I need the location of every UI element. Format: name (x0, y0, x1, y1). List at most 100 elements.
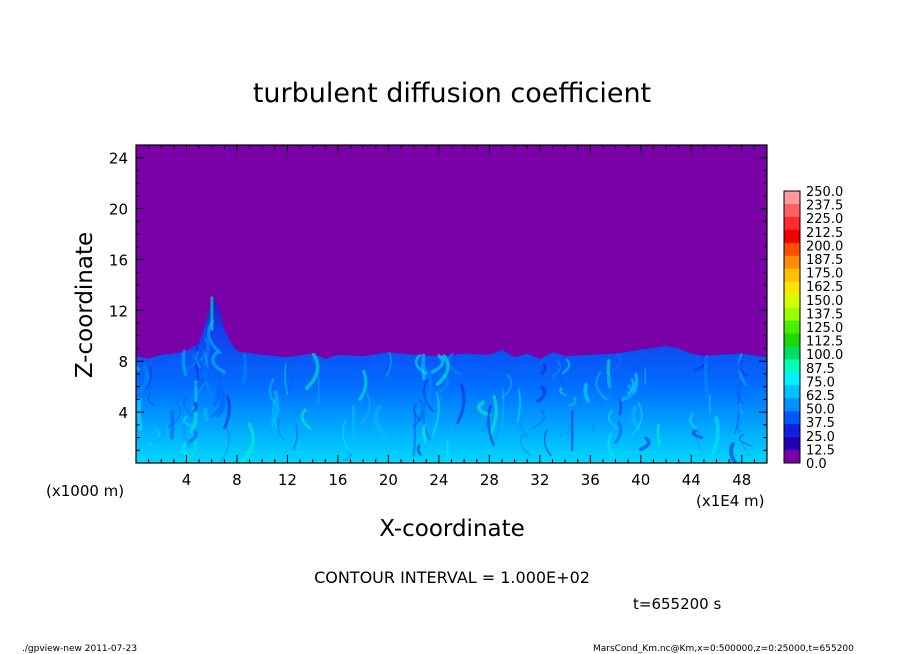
turbulent-streak (188, 427, 198, 444)
turbulent-streak (169, 410, 175, 440)
colorbar-label: 150.0 (806, 294, 843, 309)
colorbar-swatch (784, 450, 800, 464)
y-tick-label: 16 (109, 251, 128, 269)
turbulent-streak (416, 444, 422, 456)
colorbar-label: 125.0 (806, 321, 843, 336)
turbulent-streak (212, 366, 222, 408)
turbulent-streak (738, 359, 748, 377)
turbulent-streak (691, 428, 704, 440)
turbulent-streak (738, 434, 752, 447)
turbulent-streak (639, 436, 651, 451)
colorbar-swatch (784, 281, 800, 295)
turbulent-streak (689, 412, 698, 431)
colorbar-swatch (784, 268, 800, 282)
turbulent-streak (696, 430, 705, 454)
colorbar-label: 100.0 (806, 348, 843, 363)
turbulent-streak (422, 424, 427, 443)
turbulent-streak (146, 427, 160, 447)
turbulent-streak (183, 415, 194, 428)
turbulent-streak (633, 373, 639, 394)
turbulent-streak (519, 413, 530, 440)
turbulent-streak (734, 392, 740, 434)
colorbar-label: 50.0 (806, 403, 835, 418)
turbulent-streak (729, 442, 738, 463)
turbulent-streak (210, 392, 223, 419)
x-units-right: (x1E4 m) (696, 492, 765, 510)
turbulent-streak (737, 382, 745, 405)
turbulent-streak (284, 363, 289, 396)
colorbar-label: 62.5 (806, 389, 835, 404)
y-tick-label: 8 (118, 353, 128, 371)
x-tick-label: 28 (480, 471, 499, 489)
colorbar-swatch (784, 203, 800, 218)
turbulent-streak (385, 352, 392, 377)
turbulent-streak (211, 350, 226, 374)
colorbar-swatch (784, 320, 800, 334)
turbulent-streak (424, 371, 432, 415)
colorbar-label: 75.0 (806, 375, 835, 390)
turbulent-streak (488, 395, 498, 436)
turbulent-streak (519, 431, 531, 456)
footer-right: MarsCond_Km.nc@Km,x=0:500000,z=0:25000,t… (593, 644, 854, 654)
turbulent-streak (239, 422, 255, 463)
turbulent-streak (414, 354, 428, 375)
colorbar-swatch (784, 372, 800, 386)
turbulent-streak (195, 351, 201, 368)
y-tick-label: 4 (118, 404, 128, 422)
y-axis: 4 8 12 16 20 24 (109, 150, 767, 451)
turbulent-streak (627, 378, 635, 395)
colorbar-swatch (784, 229, 800, 244)
turbulent-streak (703, 355, 710, 398)
x-tick-label: 12 (278, 471, 297, 489)
turbulent-streak (607, 433, 615, 458)
turbulent-streak (145, 365, 152, 390)
turbulent-streak (515, 388, 521, 426)
colorbar-label: 25.0 (806, 430, 835, 445)
colorbar-label: 87.5 (806, 362, 835, 377)
turbulent-streak (277, 418, 285, 441)
colorbar-label: 0.0 (806, 457, 827, 472)
turbulent-streak (435, 354, 450, 386)
y-tick-label: 12 (109, 302, 128, 320)
colorbar-swatch (784, 242, 800, 257)
colorbar-swatch (784, 411, 800, 425)
colorbar-label: 250.0 (806, 185, 843, 200)
turbulent-streak (222, 394, 232, 429)
turbulent-streak (181, 349, 188, 377)
turbulent-streak (477, 400, 492, 418)
x-tick-label: 20 (379, 471, 398, 489)
turbulent-streak (608, 410, 619, 430)
y-axis-label: Z-coordinate (72, 232, 98, 378)
turbulent-streak (583, 382, 591, 403)
x-tick-label: 32 (530, 471, 549, 489)
turbulent-streak (192, 401, 198, 413)
x-axis: 4 8 12 16 20 24 28 32 36 40 44 48 (148, 145, 755, 489)
turbulent-streak (611, 353, 621, 373)
turbulent-streak (136, 355, 141, 372)
x-tick-label: 16 (328, 471, 347, 489)
footer-left: ./gpview-new 2011-07-23 (22, 644, 137, 654)
colorbar-swatch (784, 424, 800, 438)
turbulent-streak (304, 352, 320, 390)
turbulent-streak (219, 425, 230, 462)
turbulent-streak (300, 408, 312, 430)
turbulent-streak (559, 387, 568, 396)
turbulent-streak (216, 389, 226, 419)
turbulent-streak (738, 416, 751, 456)
turbulent-streak (711, 416, 720, 454)
colorbar-swatch (784, 307, 800, 321)
turbulent-streak (137, 398, 143, 431)
turbulent-streak (543, 429, 552, 457)
turbulent-streak (183, 394, 195, 418)
x-tick-label: 8 (232, 471, 242, 489)
turbulent-streak (631, 402, 643, 436)
x-tick-label: 48 (732, 471, 751, 489)
turbulent-streak (501, 388, 505, 430)
colorbar-label: 37.5 (806, 416, 835, 431)
colorbar-swatch (784, 359, 800, 373)
turbulent-streak (552, 360, 562, 377)
turbulent-streak (562, 358, 571, 375)
turbulent-streak (373, 405, 390, 438)
colorbar-label: 162.5 (806, 280, 843, 295)
colorbar: 250.0237.5225.0212.5200.0187.5175.0162.5… (783, 185, 843, 472)
